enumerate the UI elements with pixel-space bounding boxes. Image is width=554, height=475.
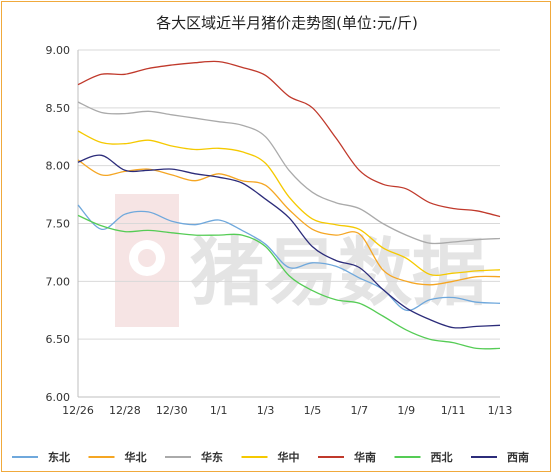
y-tick-label: 7.00 [46,275,71,288]
series-line-1 [77,159,501,286]
legend-label: 华中 [278,450,300,464]
y-tick-label: 8.00 [46,160,71,173]
legend-label: 东北 [48,450,70,464]
legend-label: 西北 [431,450,453,464]
watermark-text: 猪易数据 [190,230,486,316]
series-line-0 [77,204,501,312]
x-tick-label: 1/7 [350,404,368,417]
series-line-2 [77,101,501,245]
legend: 东北 华北 华东 华中 华南 西北 西南 [12,450,529,464]
y-tick-label: 6.50 [46,333,71,346]
x-tick-label: 1/5 [304,404,322,417]
y-tick-label: 9.00 [46,44,71,57]
x-tick-label: 1/1 [210,404,228,417]
x-axis-ticks: 12/26 12/28 12/30 1/1 1/3 1/5 1/7 1/9 1/11 1/13 [62,404,512,417]
x-tick-label: 12/26 [62,404,94,417]
legend-label: 西南 [507,450,529,464]
x-tick-label: 1/3 [257,404,275,417]
legend-label: 华南 [354,450,376,464]
legend-label: 华东 [201,450,223,464]
series-line-4 [77,60,501,218]
x-tick-label: 1/11 [441,404,466,417]
x-tick-label: 1/13 [488,404,513,417]
y-tick-label: 6.00 [46,391,71,404]
x-tick-label: 12/28 [109,404,141,417]
y-axis-ticks: 6.00 6.50 7.00 7.50 8.00 8.50 9.00 [46,44,71,404]
x-tick-label: 1/9 [397,404,415,417]
series-lines [77,60,501,350]
grid [77,49,500,398]
watermark-logo-mark-inner [138,249,156,267]
x-tick-label: 12/30 [156,404,188,417]
y-tick-label: 8.50 [46,102,71,115]
series-line-5 [77,214,501,350]
chart-title: 各大区域近半月猪价走势图(单位:元/斤) [156,14,418,32]
series-line-6 [77,154,501,329]
watermark: 猪易数据 [115,194,486,327]
y-tick-label: 7.50 [46,218,71,231]
legend-label: 华北 [125,450,147,464]
series-line-3 [77,130,501,277]
